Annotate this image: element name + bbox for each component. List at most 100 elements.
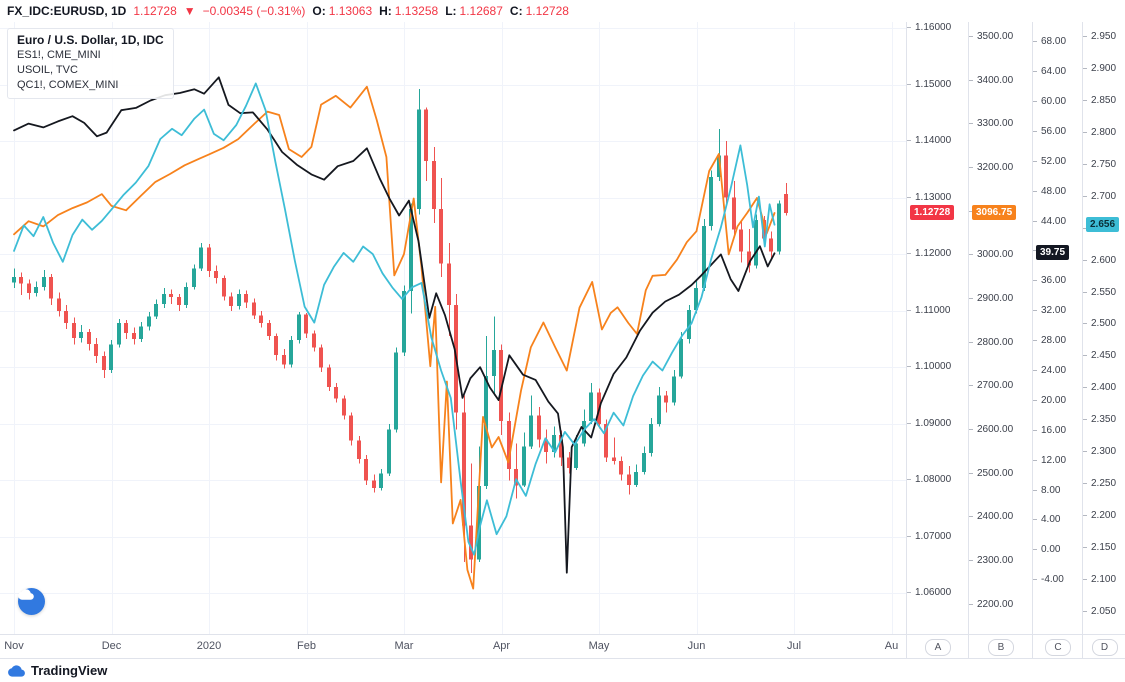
axis-D-tick-label: 2.750 (1083, 159, 1116, 170)
axis-B-tick-label: 2800.00 (969, 337, 1013, 348)
down-arrow-icon: ▼ (183, 4, 196, 18)
axis-B-tick-label: 3300.00 (969, 118, 1013, 129)
axis-A-tick-label: 1.07000 (907, 531, 951, 542)
legend-main-symbol[interactable]: Euro / U.S. Dollar, 1D, IDC (17, 33, 164, 47)
axis-C-tick-label: 24.00 (1033, 365, 1066, 376)
series-qc1[interactable] (13, 82, 776, 556)
open-value: 1.13063 (328, 4, 373, 18)
axis-B-tick-label: 2300.00 (969, 555, 1013, 566)
time-axis-label: Apr (492, 640, 511, 652)
low-value: 1.12687 (459, 4, 503, 18)
axis-A-tick-label: 1.06000 (907, 587, 951, 598)
axis-A-tick-label: 1.14000 (907, 135, 951, 146)
price-axis-D[interactable]: 2.9502.9002.8502.8002.7502.7002.6502.600… (1082, 22, 1125, 634)
axis-C-tick-label: 16.00 (1033, 425, 1066, 436)
last-price-label-D: 2.656 (1086, 216, 1120, 232)
axis-A-tick-label: 1.11000 (907, 305, 950, 316)
legend-compare-usoil[interactable]: USOIL, TVC (17, 64, 78, 76)
axis-B-tick-label: 2500.00 (969, 468, 1013, 479)
price-change: −0.00345 (−0.31%) (202, 4, 306, 18)
axis-D-button[interactable]: D (1091, 638, 1118, 656)
axis-C-tick-label: -4.00 (1033, 574, 1064, 585)
axis-C-tick-label: 56.00 (1033, 126, 1066, 137)
axis-C-tick-label: 28.00 (1033, 335, 1066, 346)
price-pane[interactable]: Euro / U.S. Dollar, 1D, IDC ES1!, CME_MI… (0, 22, 906, 634)
axis-C-tick-label: 0.00 (1033, 544, 1060, 555)
price-axis-B[interactable]: 3500.003400.003300.003200.003100.003000.… (968, 22, 1033, 634)
time-axis-label: Jul (786, 640, 802, 652)
axis-B-tick-label: 3000.00 (969, 249, 1013, 260)
axis-A-button[interactable]: A (925, 638, 951, 656)
axis-D-tick-label: 2.550 (1083, 287, 1116, 298)
axis-B-tick-label: 2400.00 (969, 511, 1013, 522)
axis-C-tick-label: 32.00 (1033, 305, 1066, 316)
axis-A-tick-label: 1.08000 (907, 474, 951, 485)
axis-C-tick-label: 4.00 (1033, 514, 1060, 525)
axis-C-tick-label: 64.00 (1033, 66, 1066, 77)
axis-D-tick-label: 2.050 (1083, 606, 1116, 617)
axis-D-tick-label: 2.850 (1083, 95, 1116, 106)
time-axis-label: May (588, 640, 610, 652)
time-axis-label: Jun (687, 640, 706, 652)
close-label: C: (509, 4, 523, 18)
axis-B-button[interactable]: B (988, 638, 1014, 656)
price-axis-C[interactable]: 68.0064.0060.0056.0052.0048.0044.0040.00… (1032, 22, 1083, 634)
legend-compare-qc1[interactable]: QC1!, COMEX_MINI (17, 79, 119, 91)
chart-region: Euro / U.S. Dollar, 1D, IDC ES1!, CME_MI… (0, 22, 1125, 634)
axis-C-tick-label: 68.00 (1033, 36, 1066, 47)
axis-A-tick-label: 1.12000 (907, 248, 951, 259)
axis-A-tick-label: 1.16000 (907, 22, 951, 33)
axis-D-tick-label: 2.950 (1083, 31, 1116, 42)
axis-D-tick-label: 2.800 (1083, 127, 1116, 138)
tradingview-logo-bubble-button[interactable] (18, 588, 45, 615)
axis-A-tick-label: 1.15000 (907, 79, 951, 90)
time-axis-label: Dec (101, 640, 122, 652)
axis-D-tick-label: 2.900 (1083, 63, 1116, 74)
grid-lines (0, 22, 906, 634)
axis-B-tick-label: 2200.00 (969, 599, 1013, 610)
last-price-label-B: 3096.75 (972, 205, 1017, 220)
axis-C-button[interactable]: C (1045, 638, 1071, 656)
time-axis-labels: Nov Dec 2020 Feb Mar Apr May Jun Jul Au (0, 635, 906, 659)
axis-C-tick-label: 52.00 (1033, 156, 1066, 167)
tradingview-cloud-icon[interactable] (8, 664, 25, 678)
price-chart-canvas[interactable] (0, 22, 906, 634)
axis-A-tick-label: 1.13000 (907, 192, 951, 203)
tradingview-brand-link[interactable]: TradingView (31, 663, 108, 678)
axis-D-tick-label: 2.350 (1083, 414, 1116, 425)
low-label: L: (445, 4, 457, 18)
axis-C-tick-label: 36.00 (1033, 275, 1066, 286)
axis-button-cell-B: B (968, 635, 1033, 659)
axis-C-tick-label: 8.00 (1033, 485, 1060, 496)
price-axis-A[interactable]: 1.16000 1.15000 1.14000 1.13000 1.12000 1.110… (906, 22, 969, 634)
time-axis-label: Feb (297, 640, 316, 652)
axis-D-tick-label: 2.450 (1083, 350, 1116, 361)
symbol-name[interactable]: FX_IDC:EURUSD, 1D (7, 4, 127, 18)
legend: Euro / U.S. Dollar, 1D, IDC ES1!, CME_MI… (7, 28, 174, 99)
axis-B-tick-label: 2600.00 (969, 424, 1013, 435)
axis-D-tick-label: 2.100 (1083, 574, 1116, 585)
axis-D-tick-label: 2.700 (1083, 191, 1116, 202)
series-es1[interactable] (13, 85, 776, 590)
axis-A-tick-label: 1.09000 (907, 418, 951, 429)
legend-compare-es1[interactable]: ES1!, CME_MINI (17, 49, 101, 61)
eurusd-candles (12, 89, 788, 573)
axis-D-tick-label: 2.250 (1083, 478, 1116, 489)
time-axis-label: Au (884, 640, 899, 652)
time-axis-label: 2020 (196, 640, 222, 652)
axis-B-tick-label: 2700.00 (969, 380, 1013, 391)
last-price-label-C: 39.75 (1036, 245, 1070, 261)
time-axis-label: Nov (4, 640, 24, 652)
axis-C-tick-label: 60.00 (1033, 96, 1066, 107)
axis-D-tick-label: 2.300 (1083, 446, 1116, 457)
axis-D-tick-label: 2.400 (1083, 382, 1116, 393)
axis-C-tick-label: 20.00 (1033, 395, 1066, 406)
axis-D-tick-label: 2.500 (1083, 318, 1116, 329)
axis-D-tick-label: 2.150 (1083, 542, 1116, 553)
symbol-info-bar: FX_IDC:EURUSD, 1D 1.12728 ▼ −0.00345 (−0… (7, 0, 569, 22)
close-value: 1.12728 (525, 4, 569, 18)
series-usoil[interactable] (13, 76, 776, 574)
axis-B-tick-label: 2900.00 (969, 293, 1013, 304)
time-axis[interactable]: Nov Dec 2020 Feb Mar Apr May Jun Jul Au A B C D (0, 634, 1125, 659)
